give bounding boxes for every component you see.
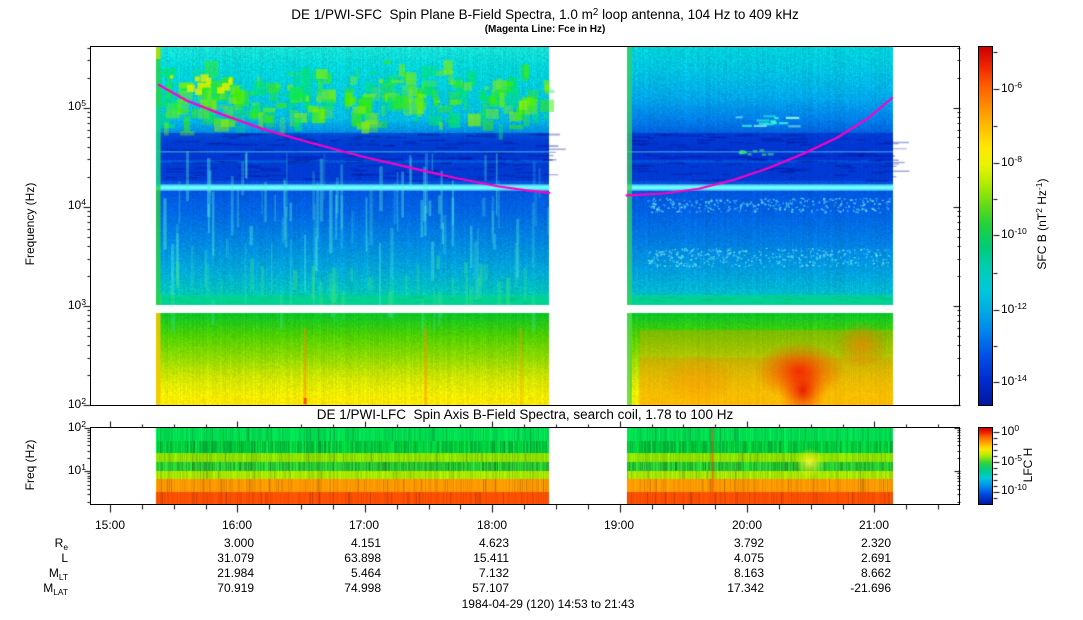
sfc-colorbar-canvas: [979, 47, 992, 405]
sfc-title: DE 1/PWI-SFC Spin Plane B-Field Spectra,…: [90, 7, 1000, 22]
sfc-title-pre: DE 1/PWI-SFC Spin Plane B-Field Spectra,…: [291, 7, 593, 22]
lfc-y-axis-label: Freq (Hz): [23, 439, 37, 491]
eph-row-label-re: Re: [54, 536, 68, 552]
x-tick-label-2100: 21:00: [858, 518, 890, 532]
eph-value: 31.079: [217, 551, 254, 565]
sfc-subtitle: (Magenta Line: Fce in Hz): [484, 24, 606, 35]
eph-value: 74.998: [344, 581, 381, 595]
sfc-cbtick-1e-8: 10-8: [1001, 154, 1023, 169]
lfc-colorbar-canvas: [979, 428, 992, 504]
eph-value: 3.792: [733, 536, 764, 550]
eph-value: -21.696: [850, 581, 891, 595]
sfc-cbtick-1e-14: 10-14: [1001, 373, 1027, 388]
eph-value: 2.320: [860, 536, 891, 550]
eph-value: 21.984: [217, 566, 254, 580]
x-tick-label-2000: 20:00: [731, 518, 763, 532]
eph-value: 3.000: [223, 536, 254, 550]
eph-row-label-l: L: [61, 551, 68, 565]
lfc-ytick-1e1: 101: [67, 462, 86, 477]
sfc-cbtick-1e-12: 10-12: [1001, 301, 1027, 316]
eph-value: 17.342: [727, 581, 764, 595]
sfc-cbtick-1e-10: 10-10: [1001, 226, 1027, 241]
sfc-ytick-1e4: 104: [67, 197, 86, 212]
eph-value: 5.464: [350, 566, 381, 580]
eph-value: 2.691: [860, 551, 891, 565]
eph-value: 4.075: [733, 551, 764, 565]
lfc-heatmap-canvas: [91, 428, 959, 504]
eph-value: 57.107: [472, 581, 509, 595]
date-range-caption: 1984-04-29 (120) 14:53 to 21:43: [461, 597, 635, 611]
sfc-heatmap-canvas: [91, 47, 959, 405]
lfc-cbtick-1e-5: 10-5: [1001, 453, 1023, 468]
sfc-y-axis-label: Frequency (Hz): [23, 182, 37, 266]
eph-row-label-mlt: MLT: [48, 566, 68, 582]
lfc-cbtick-1e0: 100: [1001, 423, 1020, 438]
eph-value: 4.623: [478, 536, 509, 550]
eph-value: 70.919: [217, 581, 254, 595]
x-tick-label-1500: 15:00: [94, 518, 126, 532]
eph-value: 4.151: [350, 536, 381, 550]
lfc-ytick-1e2: 102: [67, 419, 86, 434]
eph-row-label-mlat: MLAT: [43, 581, 68, 597]
sfc-ytick-1e5: 105: [67, 98, 86, 113]
lfc-title: DE 1/PWI-LFC Spin Axis B-Field Spectra, …: [316, 407, 734, 422]
lfc-cbtick-1e-10: 10-10: [1001, 482, 1027, 497]
x-tick-label-1900: 19:00: [603, 518, 635, 532]
eph-value: 8.662: [860, 566, 891, 580]
x-tick-label-1600: 16:00: [221, 518, 253, 532]
eph-value: 15.411: [473, 551, 509, 565]
x-tick-label-1700: 17:00: [348, 518, 380, 532]
sfc-ytick-1e3: 103: [67, 297, 86, 312]
sfc-title-post: loop antenna, 104 Hz to 409 kHz: [598, 7, 799, 22]
eph-value: 63.898: [344, 551, 381, 565]
sfc-cbtick-1e-6: 10-6: [1001, 80, 1023, 95]
sfc-ytick-1e2: 102: [67, 396, 86, 411]
eph-value: 7.132: [478, 566, 509, 580]
eph-value: 8.163: [733, 566, 764, 580]
sfc-title-sup: 2: [592, 6, 599, 18]
x-tick-label-1800: 18:00: [476, 518, 508, 532]
sfc-colorbar-label: SFC B (nT2 Hz-1): [1034, 178, 1049, 270]
